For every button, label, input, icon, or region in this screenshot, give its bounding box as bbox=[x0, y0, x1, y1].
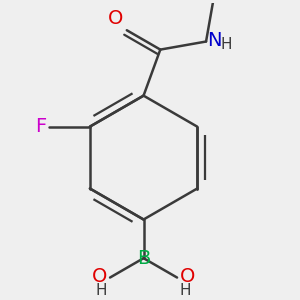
Text: N: N bbox=[207, 31, 222, 50]
Text: H: H bbox=[221, 37, 232, 52]
Text: O: O bbox=[108, 9, 123, 28]
Text: O: O bbox=[92, 267, 107, 286]
Text: H: H bbox=[180, 283, 191, 298]
Text: O: O bbox=[180, 267, 195, 286]
Text: F: F bbox=[35, 117, 46, 136]
Text: B: B bbox=[137, 249, 150, 268]
Text: H: H bbox=[96, 283, 107, 298]
